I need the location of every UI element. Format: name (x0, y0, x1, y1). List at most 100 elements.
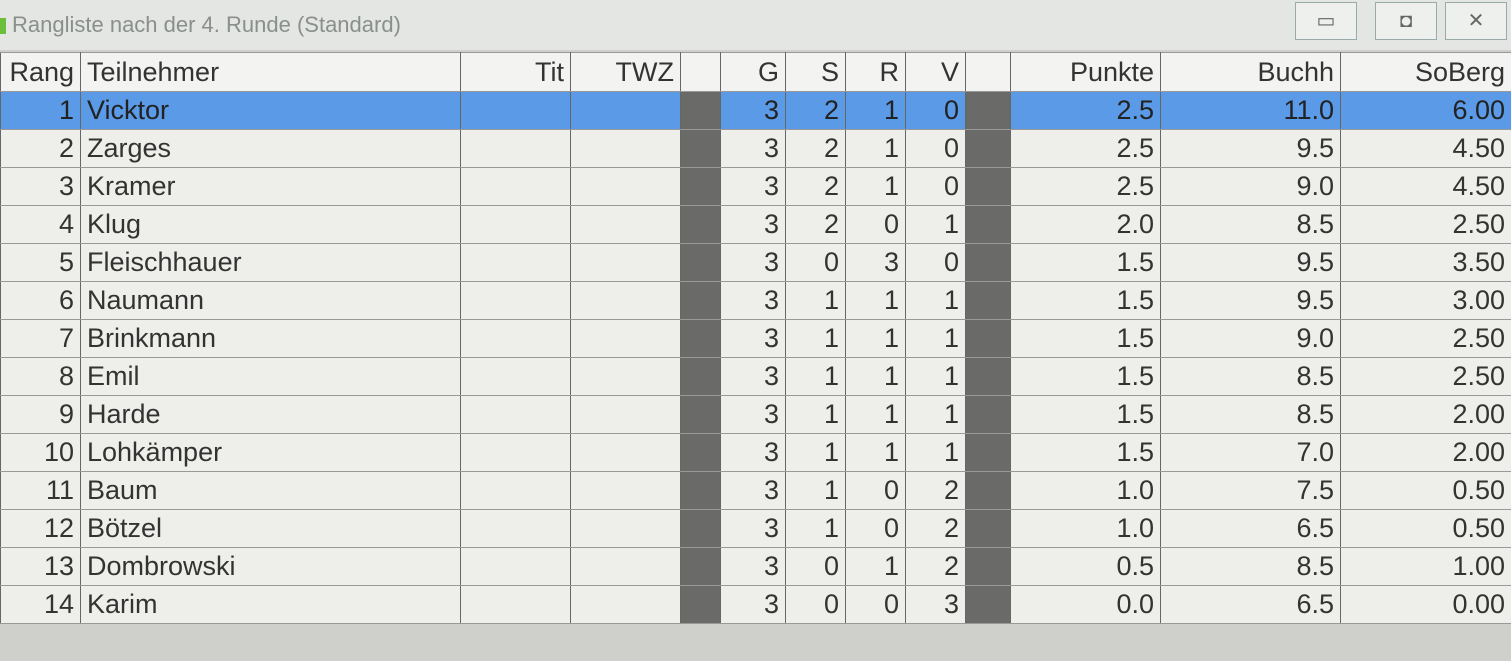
cell-buchh: 9.5 (1160, 243, 1341, 282)
cell-rang: 10 (0, 433, 81, 472)
cell-rang: 4 (0, 205, 81, 244)
cell-buchh: 6.5 (1160, 509, 1341, 548)
col-punkte[interactable]: Punkte (1010, 52, 1161, 92)
table-row[interactable]: 7 Brinkmann 3 1 1 1 1.5 9.0 2.50 (0, 319, 1511, 358)
col-buchh[interactable]: Buchh (1160, 52, 1341, 92)
cell-buchh: 8.5 (1160, 395, 1341, 434)
cell-v: 1 (905, 433, 966, 472)
table-row[interactable]: 13 Dombrowski 3 0 1 2 0.5 8.5 1.00 (0, 547, 1511, 586)
table-row[interactable]: 1 Vicktor 3 2 1 0 2.5 11.0 6.00 (0, 91, 1511, 130)
col-tit[interactable]: Tit (460, 52, 571, 92)
table-row[interactable]: 6 Naumann 3 1 1 1 1.5 9.5 3.00 (0, 281, 1511, 320)
empty-cell (460, 129, 571, 168)
cell-punkte: 1.0 (1010, 471, 1161, 510)
empty-cell (460, 357, 571, 396)
cell-g: 3 (720, 547, 786, 586)
separator-cell (680, 509, 721, 548)
empty-cell (570, 433, 681, 472)
cell-rang: 7 (0, 319, 81, 358)
cell-g: 3 (720, 509, 786, 548)
cell-name: Brinkmann (80, 319, 461, 358)
table-row[interactable]: 4 Klug 3 2 0 1 2.0 8.5 2.50 (0, 205, 1511, 244)
cell-s: 2 (785, 129, 846, 168)
separator-cell (680, 319, 721, 358)
cell-soberg: 2.00 (1340, 433, 1511, 472)
empty-cell (460, 585, 571, 624)
cell-rang: 12 (0, 509, 81, 548)
cell-name: Vicktor (80, 91, 461, 130)
cell-v: 1 (905, 319, 966, 358)
separator-cell (965, 357, 1011, 396)
col-v[interactable]: V (905, 52, 966, 92)
cell-name: Lohkämper (80, 433, 461, 472)
empty-cell (460, 395, 571, 434)
cell-name: Naumann (80, 281, 461, 320)
cell-s: 0 (785, 243, 846, 282)
cell-punkte: 2.5 (1010, 91, 1161, 130)
minimize-button[interactable]: ▭ (1295, 2, 1357, 40)
col-r[interactable]: R (845, 52, 906, 92)
separator-cell (965, 547, 1011, 586)
cell-punkte: 2.0 (1010, 205, 1161, 244)
cell-buchh: 6.5 (1160, 585, 1341, 624)
separator-cell (680, 205, 721, 244)
col-soberg[interactable]: SoBerg (1340, 52, 1511, 92)
cell-g: 3 (720, 395, 786, 434)
table-row[interactable]: 14 Karim 3 0 0 3 0.0 6.5 0.00 (0, 585, 1511, 624)
table-row[interactable]: 12 Bötzel 3 1 0 2 1.0 6.5 0.50 (0, 509, 1511, 548)
separator-cell (680, 167, 721, 206)
cell-punkte: 1.5 (1010, 281, 1161, 320)
empty-cell (460, 471, 571, 510)
col-teilnehmer[interactable]: Teilnehmer (80, 52, 461, 92)
cell-v: 1 (905, 281, 966, 320)
cell-v: 0 (905, 243, 966, 282)
cell-rang: 5 (0, 243, 81, 282)
col-s[interactable]: S (785, 52, 846, 92)
cell-s: 0 (785, 585, 846, 624)
cell-s: 1 (785, 357, 846, 396)
separator-cell (965, 91, 1011, 130)
table-row[interactable]: 5 Fleischhauer 3 0 3 0 1.5 9.5 3.50 (0, 243, 1511, 282)
table-row[interactable]: 9 Harde 3 1 1 1 1.5 8.5 2.00 (0, 395, 1511, 434)
table-row[interactable]: 10 Lohkämper 3 1 1 1 1.5 7.0 2.00 (0, 433, 1511, 472)
separator-cell (680, 357, 721, 396)
standings-table: Rang Teilnehmer Tit TWZ G S R V Punkte B… (0, 52, 1511, 624)
cell-name: Harde (80, 395, 461, 434)
cell-s: 1 (785, 281, 846, 320)
empty-cell (460, 547, 571, 586)
col-twz[interactable]: TWZ (570, 52, 681, 92)
col-separator (965, 52, 1011, 92)
cell-soberg: 2.50 (1340, 205, 1511, 244)
cell-s: 2 (785, 167, 846, 206)
cell-soberg: 4.50 (1340, 129, 1511, 168)
table-row[interactable]: 2 Zarges 3 2 1 0 2.5 9.5 4.50 (0, 129, 1511, 168)
cell-g: 3 (720, 129, 786, 168)
separator-cell (965, 205, 1011, 244)
table-row[interactable]: 3 Kramer 3 2 1 0 2.5 9.0 4.50 (0, 167, 1511, 206)
table-row[interactable]: 8 Emil 3 1 1 1 1.5 8.5 2.50 (0, 357, 1511, 396)
cell-soberg: 0.50 (1340, 509, 1511, 548)
cell-name: Klug (80, 205, 461, 244)
cell-g: 3 (720, 433, 786, 472)
cell-g: 3 (720, 91, 786, 130)
empty-cell (570, 395, 681, 434)
separator-cell (680, 281, 721, 320)
separator-cell (965, 509, 1011, 548)
empty-cell (460, 319, 571, 358)
table-row[interactable]: 11 Baum 3 1 0 2 1.0 7.5 0.50 (0, 471, 1511, 510)
maximize-button[interactable]: ◘ (1375, 2, 1437, 40)
cell-soberg: 1.00 (1340, 547, 1511, 586)
col-g[interactable]: G (720, 52, 786, 92)
cell-buchh: 9.0 (1160, 167, 1341, 206)
cell-r: 1 (845, 129, 906, 168)
empty-cell (570, 585, 681, 624)
empty-cell (570, 281, 681, 320)
cell-v: 0 (905, 167, 966, 206)
col-rang[interactable]: Rang (0, 52, 81, 92)
cell-soberg: 4.50 (1340, 167, 1511, 206)
empty-cell (460, 433, 571, 472)
cell-v: 0 (905, 129, 966, 168)
cell-r: 1 (845, 547, 906, 586)
cell-s: 1 (785, 395, 846, 434)
close-button[interactable]: ✕ (1445, 2, 1507, 40)
